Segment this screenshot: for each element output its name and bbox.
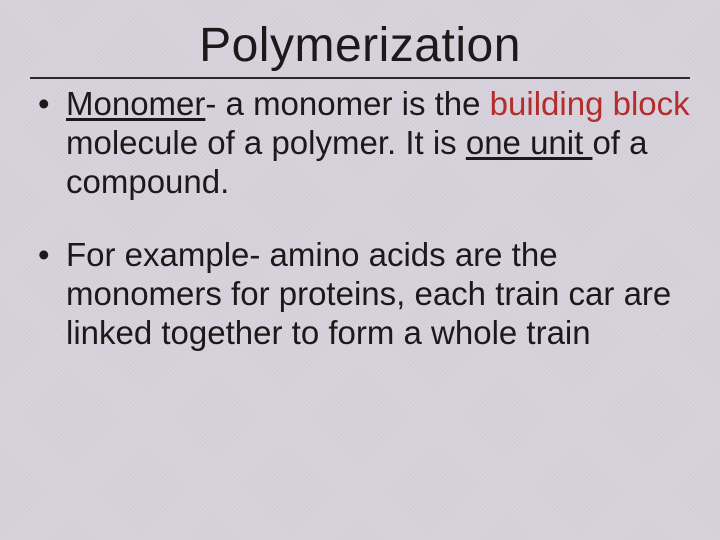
term-monomer: Monomer <box>66 85 205 122</box>
accent-building-block: building block <box>490 85 690 122</box>
underline-one-unit: one unit <box>466 124 593 161</box>
bullet-item-example: For example- amino acids are the monomer… <box>38 236 690 353</box>
bullet-item-monomer: Monomer- a monomer is the building block… <box>38 85 690 202</box>
title-divider <box>30 77 690 79</box>
text-segment: For example- amino acids are the monomer… <box>66 236 671 351</box>
slide-title: Polymerization <box>30 18 690 73</box>
bullet-list: Monomer- a monomer is the building block… <box>30 85 690 353</box>
text-segment: molecule of a polymer. It is <box>66 124 466 161</box>
text-segment: - a monomer is the <box>205 85 489 122</box>
